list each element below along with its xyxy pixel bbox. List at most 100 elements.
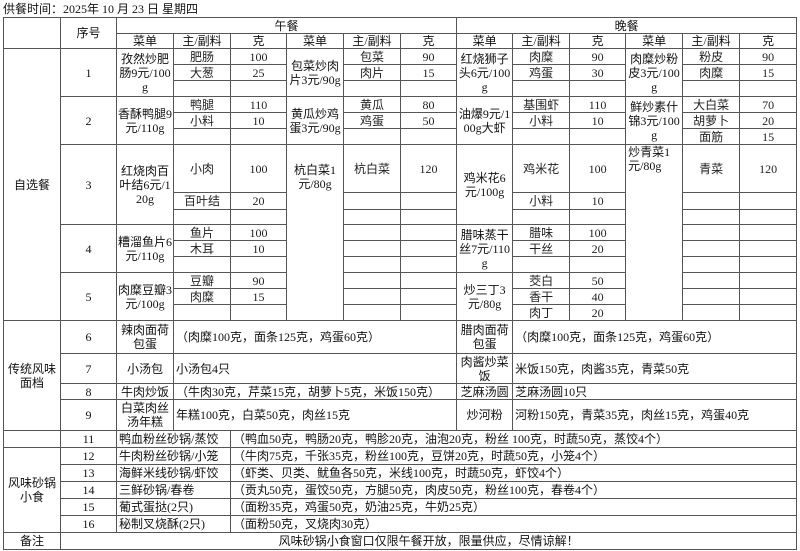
ingredient-name: [343, 288, 401, 305]
dish-name: 炒三丁3元/80g: [456, 272, 514, 321]
ingredient-grams: 100: [230, 48, 287, 65]
dish-name: 肉糜炒粉皮3元/100g: [625, 48, 684, 97]
dish-detail: （肉糜100克，面条125克，鸡蛋60克）: [172, 320, 458, 354]
ingredient-grams: [739, 304, 798, 321]
ingredient-name: 小肉: [173, 144, 231, 193]
ingredient-name: 鸭腿: [173, 96, 231, 113]
item-number: 7: [60, 353, 117, 384]
ingredient-grams: 110: [569, 96, 627, 113]
dish-detail: 小汤包4只: [172, 353, 458, 384]
dish-name: 鸡米花6元/100g: [456, 144, 514, 225]
ingredient-grams: 120: [399, 144, 458, 193]
ingredient-grams: [739, 80, 798, 97]
dish-column-header: 菜单: [116, 33, 174, 49]
dish-name: 糟溜鱼片6元/110g: [116, 224, 174, 273]
remark-label: 备注: [3, 532, 61, 550]
dish-name: 腊味蒸干丝7元/110g: [456, 224, 514, 273]
self-select-row: 2 香酥鸭腿9元/110g 鸭腿 110 黄瓜炒鸡蛋3元/90g 黄瓜 80 油爆9元/100…: [4, 96, 798, 145]
ingredient-name: 肥肠: [173, 48, 231, 65]
dish-name: 红烧狮子头6元/100g: [456, 48, 514, 97]
dish-name: 葡式蛋挞(2只): [116, 498, 231, 516]
ingredient-grams: [569, 128, 627, 145]
traditional-row: 9 白菜肉丝汤年糕 年糕100克，白菜50克，肉丝15克 炒河粉 河粉150克，青菜35…: [4, 399, 798, 431]
category-header: [3, 17, 61, 49]
category-empty: [3, 430, 61, 448]
ingredient-name: [173, 80, 231, 97]
ingredient-name: 鸡米花: [512, 144, 571, 193]
dish-name: 牛肉粉丝砂锅/小笼: [116, 447, 231, 465]
category-casserole: 风味砂锅小食: [3, 447, 61, 533]
ingredient-grams: 15: [739, 128, 798, 145]
ingredient-name: 小料: [512, 192, 571, 210]
item-number: 9: [60, 399, 117, 431]
ingredient-grams: [399, 304, 458, 321]
dish-name: 孜然炒肥肠9元/100g: [116, 48, 174, 97]
header-row: 菜单 主/副料克菜单 主/副料克菜单 主/副料克菜单 主/副料克: [4, 33, 798, 49]
item-number: 16: [60, 515, 117, 533]
ingredient-name: [682, 192, 741, 210]
ingredient-name: 基围虾: [512, 96, 571, 113]
dish-detail: （牛肉75克，千张35克，粉丝100克，豆饼20克，时蔬50克，小笼4个）: [229, 447, 798, 465]
ingredient-name: [343, 304, 401, 321]
ingredient-name: [173, 304, 231, 321]
self-select-row: 5 肉糜豆瓣3元/100g 豆瓣 90 炒三丁3元/80g 茭白 50: [4, 272, 798, 321]
ingredient-grams: 110: [230, 96, 287, 113]
ingredient-grams: [230, 209, 287, 225]
ingredient-grams: [739, 209, 798, 225]
grams-column-header: 克: [399, 33, 458, 49]
self-select-row: 肉丁 20: [4, 304, 798, 321]
ingredient-column-header: 主/副料: [682, 33, 741, 49]
lunch-header: 午餐: [115, 17, 458, 34]
ingredient-grams: 90: [739, 48, 798, 65]
ingredient-grams: [399, 209, 458, 225]
dish-name: 辣肉面荷包蛋: [116, 320, 174, 354]
self-select-row: 面筋 15: [4, 128, 798, 145]
ingredient-name: 大白菜: [682, 96, 741, 113]
casserole-row: 风味砂锅小食 12 牛肉粉丝砂锅/小笼 （牛肉75克，千张35克，粉丝100克，豆饼2…: [3, 447, 798, 533]
dish-detail: （牛肉30克，芹菜15克，胡萝卜5克，米饭150克）: [172, 383, 458, 400]
ingredient-name: [512, 128, 571, 145]
ingredient-grams: 20: [739, 112, 798, 129]
ingredient-name: [343, 209, 401, 225]
dish-name: 白菜肉丝汤年糕: [116, 399, 174, 431]
dish-name: 牛肉炒饭: [116, 383, 174, 400]
remark-row: 备注 风味砂锅小食窗口仅限午餐开放，限量供应，尽情谅解！: [3, 532, 798, 550]
ingredient-grams: [569, 209, 627, 225]
ingredient-grams: [230, 256, 287, 273]
ingredient-name: 茭白: [512, 272, 571, 289]
ingredient-name: [512, 209, 571, 225]
ingredient-grams: 40: [569, 288, 627, 305]
ingredient-grams: [399, 80, 458, 97]
item-number: 13: [60, 464, 117, 482]
dish-name: 三鲜砂锅/春卷: [116, 481, 231, 499]
ingredient-grams: 15: [399, 64, 458, 81]
ingredient-name: 香干: [512, 288, 571, 305]
self-select-row: [4, 209, 798, 225]
ingredient-name: [343, 80, 401, 97]
self-select-row: 3 红烧肉百叶结6元/120g 小肉 100 杭白菜1元/80g 杭白菜 120 鸡米花6元/…: [4, 144, 798, 321]
dish-detail: 芝麻汤圆10只: [512, 383, 798, 400]
ingredient-name: 鱼片: [173, 224, 231, 241]
ingredient-name: [343, 240, 401, 257]
ingredient-grams: [399, 240, 458, 257]
item-number: 8: [60, 383, 117, 400]
traditional-row: 7 小汤包 小汤包4只 肉酱炒菜饭 米饭150克，肉酱35克，青菜50克: [4, 353, 798, 384]
ingredient-name: 豆瓣: [173, 272, 231, 289]
ingredient-name: [173, 209, 231, 225]
dinner-header: 晚餐: [456, 17, 798, 34]
ingredient-grams: [569, 256, 627, 273]
ingredient-column-header: 主/副料: [343, 33, 401, 49]
ingredient-name: [682, 209, 741, 225]
menu-table-body: 序号 午餐 晚餐 菜单 主/副料克菜单 主/副料克菜单 主/副料克菜单 主/副料克自选餐 1 孜然…: [3, 17, 798, 550]
dish-detail: 米饭150克，肉酱35克，青菜50克: [512, 353, 798, 384]
ingredient-name: 包菜: [343, 48, 401, 65]
dish-name: 香酥鸭腿9元/110g: [116, 96, 174, 145]
dish-name: 红烧肉百叶结6元/120g: [116, 144, 174, 225]
ingredient-name: [682, 304, 741, 321]
ingredient-name: [682, 256, 741, 273]
ingredient-name: 小料: [173, 112, 231, 129]
ingredient-grams: 50: [399, 112, 458, 129]
ingredient-grams: [739, 192, 798, 210]
ingredient-grams: 20: [569, 304, 627, 321]
ingredient-name: 百叶结: [173, 192, 231, 210]
